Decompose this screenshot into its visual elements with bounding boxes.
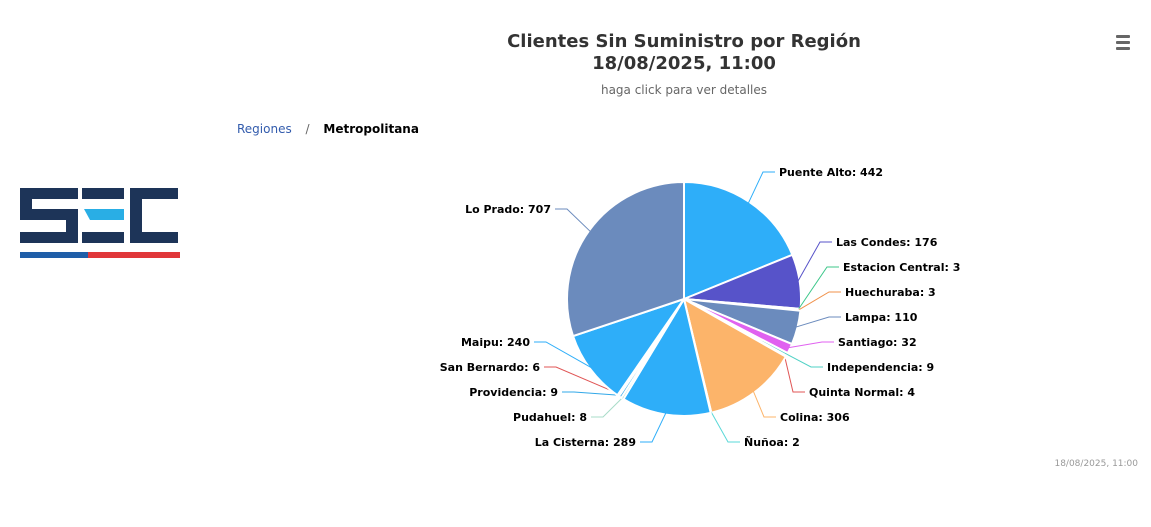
hamburger-menu-icon[interactable] (1113, 35, 1135, 53)
connector-huechuraba (798, 291, 841, 311)
connector-providencia (562, 391, 622, 396)
connector-las-condes (797, 241, 832, 282)
connector-santiago (788, 341, 834, 349)
data-label-las-condes: Las Condes: 176 (836, 236, 938, 249)
data-label-independencia: Independencia: 9 (827, 361, 934, 374)
chart-subtitle: haga click para ver detalles (600, 83, 768, 97)
breadcrumb-separator: / (305, 122, 310, 136)
connector-independencia (785, 352, 823, 368)
pie-slice-la-cisterna[interactable] (622, 296, 712, 417)
chart-credits: 18/08/2025, 11:00 (1054, 459, 1138, 469)
connector-quinta-normal (783, 355, 805, 393)
data-label-maipu: Maipu: 240 (461, 336, 530, 349)
data-label-lampa: Lampa: 110 (845, 311, 918, 324)
data-label-colina: Colina: 306 (780, 411, 850, 424)
sec-logo (20, 188, 180, 258)
connector-pudahuel (591, 396, 624, 418)
chart-title: Clientes Sin Suministro por Región 18/08… (384, 31, 984, 75)
connector-lampa (795, 316, 841, 328)
breadcrumb-regiones-link[interactable]: Regiones (237, 122, 292, 136)
data-label-quinta-normal: Quinta Normal: 4 (809, 386, 915, 399)
connector-san-bernardo (544, 366, 620, 395)
connector-colina (752, 390, 776, 418)
breadcrumb: Regiones / Metropolitana (237, 122, 419, 136)
connector-maipu (534, 341, 593, 369)
connector-ñuñoa (710, 410, 740, 443)
data-label-san-bernardo: San Bernardo: 6 (440, 361, 541, 374)
data-label-santiago: Santiago: 32 (838, 336, 917, 349)
pie-slice-maipu[interactable] (571, 297, 687, 397)
connector-la-cisterna (640, 412, 667, 443)
data-label-pudahuel: Pudahuel: 8 (513, 411, 587, 424)
chart-title-line1: Clientes Sin Suministro por Región (507, 31, 861, 52)
connector-lo-prado (555, 208, 592, 233)
connector-puente-alto (747, 171, 775, 204)
data-label-huechuraba: Huechuraba: 3 (845, 286, 936, 299)
chart-title-line2: 18/08/2025, 11:00 (592, 53, 776, 74)
data-label-la-cisterna: La Cisterna: 289 (535, 436, 636, 449)
data-label-lo-prado: Lo Prado: 707 (465, 203, 551, 216)
connector-estacion-central (798, 266, 839, 310)
data-label-estacion-central: Estacion Central: 3 (843, 261, 960, 274)
data-label-providencia: Providencia: 9 (469, 386, 558, 399)
breadcrumb-current: Metropolitana (323, 122, 419, 136)
data-label-ñuñoa: Ñuñoa: 2 (744, 436, 800, 449)
data-label-puente-alto: Puente Alto: 442 (779, 166, 883, 179)
